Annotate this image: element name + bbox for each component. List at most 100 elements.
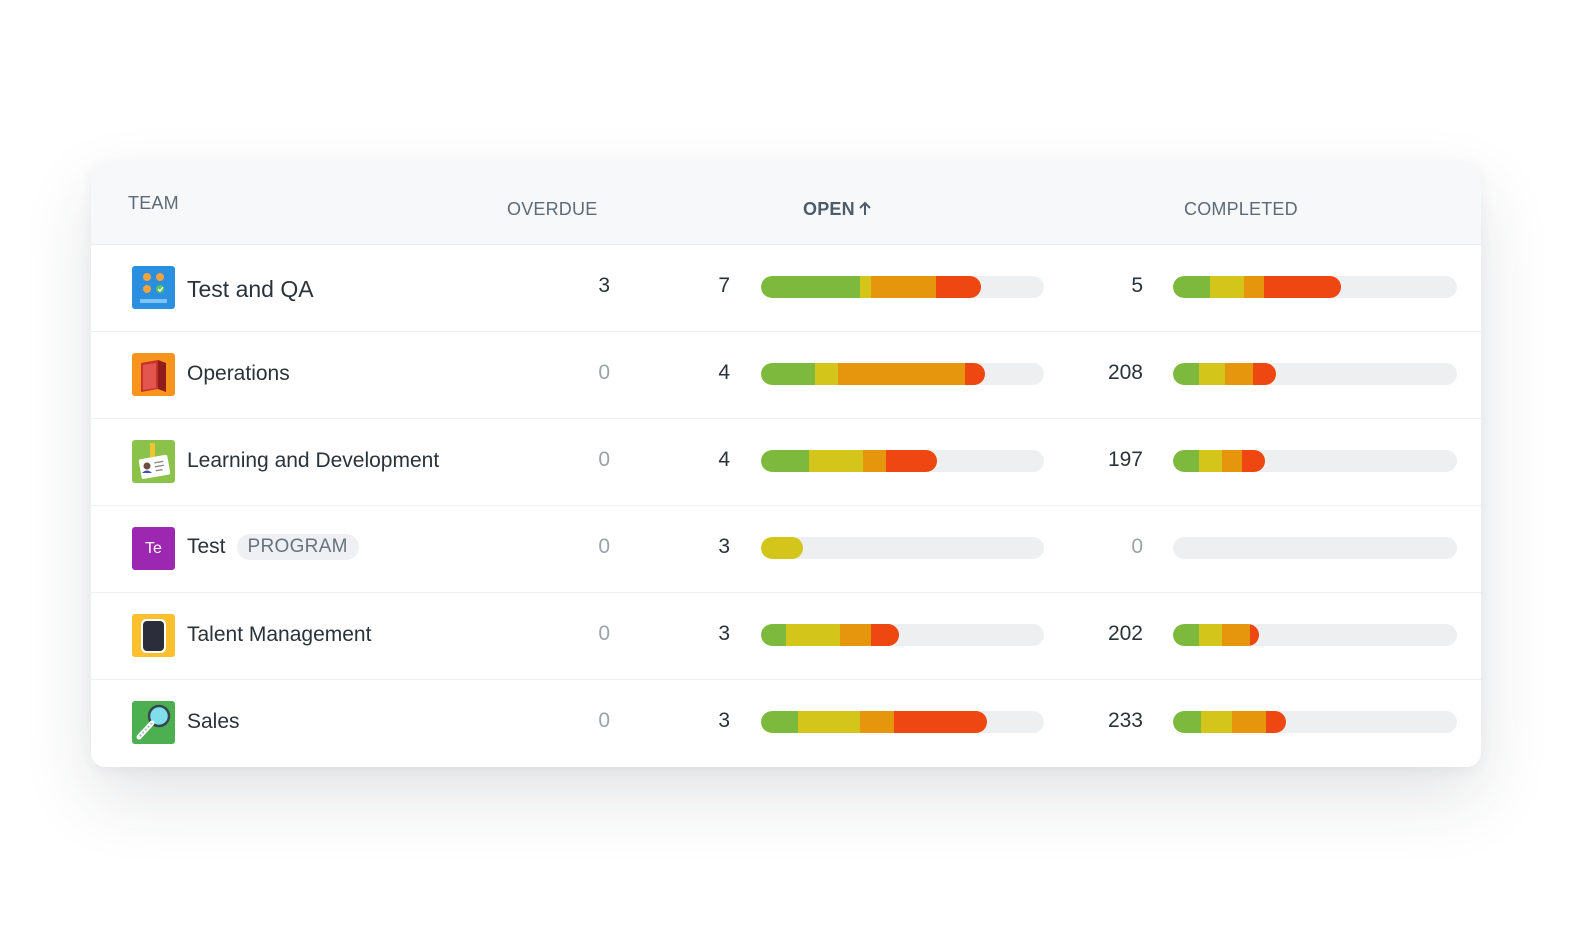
- progress-segment: [840, 624, 871, 646]
- table-row[interactable]: Te Test PROGRAM 0 3 0: [91, 505, 1481, 593]
- phone-icon: [132, 614, 175, 657]
- progress-fill: [1173, 450, 1265, 472]
- progress-fill: [761, 711, 987, 733]
- table-header: TEAM OVERDUE OPEN COMPLETED: [91, 162, 1481, 245]
- overdue-count: 0: [598, 709, 610, 732]
- open-progress-bar: [761, 537, 1044, 559]
- magnifier-icon: [132, 701, 175, 744]
- progress-segment: [1225, 363, 1253, 385]
- completed-progress-bar: [1173, 537, 1457, 559]
- progress-segment: [1199, 624, 1222, 646]
- progress-fill: [1173, 624, 1259, 646]
- team-name[interactable]: Learning and Development: [187, 449, 440, 472]
- progress-segment: [761, 711, 798, 733]
- open-progress-bar: [761, 276, 1044, 298]
- completed-progress-bar: [1173, 711, 1457, 733]
- team-name[interactable]: Talent Management: [187, 623, 372, 646]
- arrow-up-icon: [858, 200, 872, 221]
- progress-segment: [936, 276, 981, 298]
- open-progress-bar: [761, 711, 1044, 733]
- completed-progress-bar: [1173, 363, 1457, 385]
- id-badge-icon: [132, 440, 175, 483]
- program-badge: PROGRAM: [236, 534, 359, 560]
- book-icon: [132, 353, 175, 396]
- table-row[interactable]: Test and QA 3 7 5: [91, 244, 1481, 332]
- progress-segment: [786, 624, 840, 646]
- table-row[interactable]: Learning and Development 0 4 197: [91, 418, 1481, 506]
- team-name[interactable]: Test and QA: [187, 276, 314, 302]
- progress-segment: [1173, 276, 1210, 298]
- team-name[interactable]: Operations: [187, 362, 290, 385]
- team-name[interactable]: Test PROGRAM: [187, 534, 359, 560]
- progress-segment: [1244, 276, 1264, 298]
- progress-fill: [1173, 276, 1341, 298]
- open-progress-bar: [761, 624, 1044, 646]
- teams-table: TEAM OVERDUE OPEN COMPLETED Test and QA …: [91, 162, 1481, 767]
- completed-count: 233: [1107, 709, 1143, 732]
- progress-segment: [761, 537, 803, 559]
- completed-progress-bar: [1173, 450, 1457, 472]
- table-row[interactable]: Operations 0 4 208: [91, 331, 1481, 419]
- progress-segment: [860, 276, 871, 298]
- column-header-open[interactable]: OPEN: [803, 199, 872, 221]
- team-initials-avatar: Te: [132, 527, 175, 570]
- progress-segment: [1210, 276, 1244, 298]
- open-count: 3: [718, 535, 730, 558]
- completed-count: 208: [1107, 361, 1143, 384]
- progress-fill: [761, 450, 937, 472]
- overdue-count: 3: [598, 274, 610, 297]
- team-initials: Te: [145, 540, 162, 557]
- progress-segment: [1199, 450, 1222, 472]
- completed-count: 5: [1131, 274, 1143, 297]
- progress-segment: [965, 363, 985, 385]
- open-count: 3: [718, 622, 730, 645]
- completed-count: 197: [1107, 448, 1143, 471]
- overdue-count: 0: [598, 622, 610, 645]
- progress-segment: [871, 624, 899, 646]
- progress-fill: [761, 363, 985, 385]
- progress-segment: [761, 624, 786, 646]
- progress-segment: [1173, 711, 1201, 733]
- progress-fill: [1173, 363, 1276, 385]
- progress-segment: [871, 276, 936, 298]
- progress-segment: [886, 450, 937, 472]
- progress-segment: [761, 363, 815, 385]
- column-header-completed[interactable]: COMPLETED: [1184, 199, 1298, 219]
- progress-segment: [1250, 624, 1259, 646]
- overdue-count: 0: [598, 535, 610, 558]
- column-header-team[interactable]: TEAM: [128, 193, 179, 213]
- progress-segment: [761, 276, 860, 298]
- progress-fill: [761, 276, 981, 298]
- completed-progress-bar: [1173, 276, 1457, 298]
- column-header-overdue[interactable]: OVERDUE: [507, 199, 598, 219]
- column-header-open-label: OPEN: [803, 199, 855, 219]
- progress-segment: [1253, 363, 1276, 385]
- open-count: 4: [718, 361, 730, 384]
- progress-segment: [863, 450, 886, 472]
- team-name-label: Test: [187, 535, 226, 558]
- completed-count: 0: [1131, 535, 1143, 558]
- open-count: 7: [718, 274, 730, 297]
- progress-segment: [1242, 450, 1265, 472]
- progress-segment: [809, 450, 863, 472]
- open-progress-bar: [761, 450, 1044, 472]
- table-row[interactable]: Sales 0 3 233: [91, 679, 1481, 766]
- progress-segment: [798, 711, 860, 733]
- progress-segment: [1173, 624, 1199, 646]
- progress-segment: [860, 711, 894, 733]
- overdue-count: 0: [598, 361, 610, 384]
- table-row[interactable]: Talent Management 0 3 202: [91, 592, 1481, 680]
- progress-segment: [1173, 450, 1199, 472]
- open-progress-bar: [761, 363, 1044, 385]
- progress-segment: [815, 363, 838, 385]
- progress-fill: [761, 537, 803, 559]
- progress-segment: [1232, 711, 1266, 733]
- progress-segment: [1222, 450, 1242, 472]
- progress-fill: [761, 624, 899, 646]
- team-name[interactable]: Sales: [187, 710, 240, 733]
- progress-segment: [894, 711, 987, 733]
- teamretro-board-icon: [132, 266, 175, 309]
- progress-segment: [838, 363, 965, 385]
- progress-fill: [1173, 711, 1286, 733]
- completed-progress-bar: [1173, 624, 1457, 646]
